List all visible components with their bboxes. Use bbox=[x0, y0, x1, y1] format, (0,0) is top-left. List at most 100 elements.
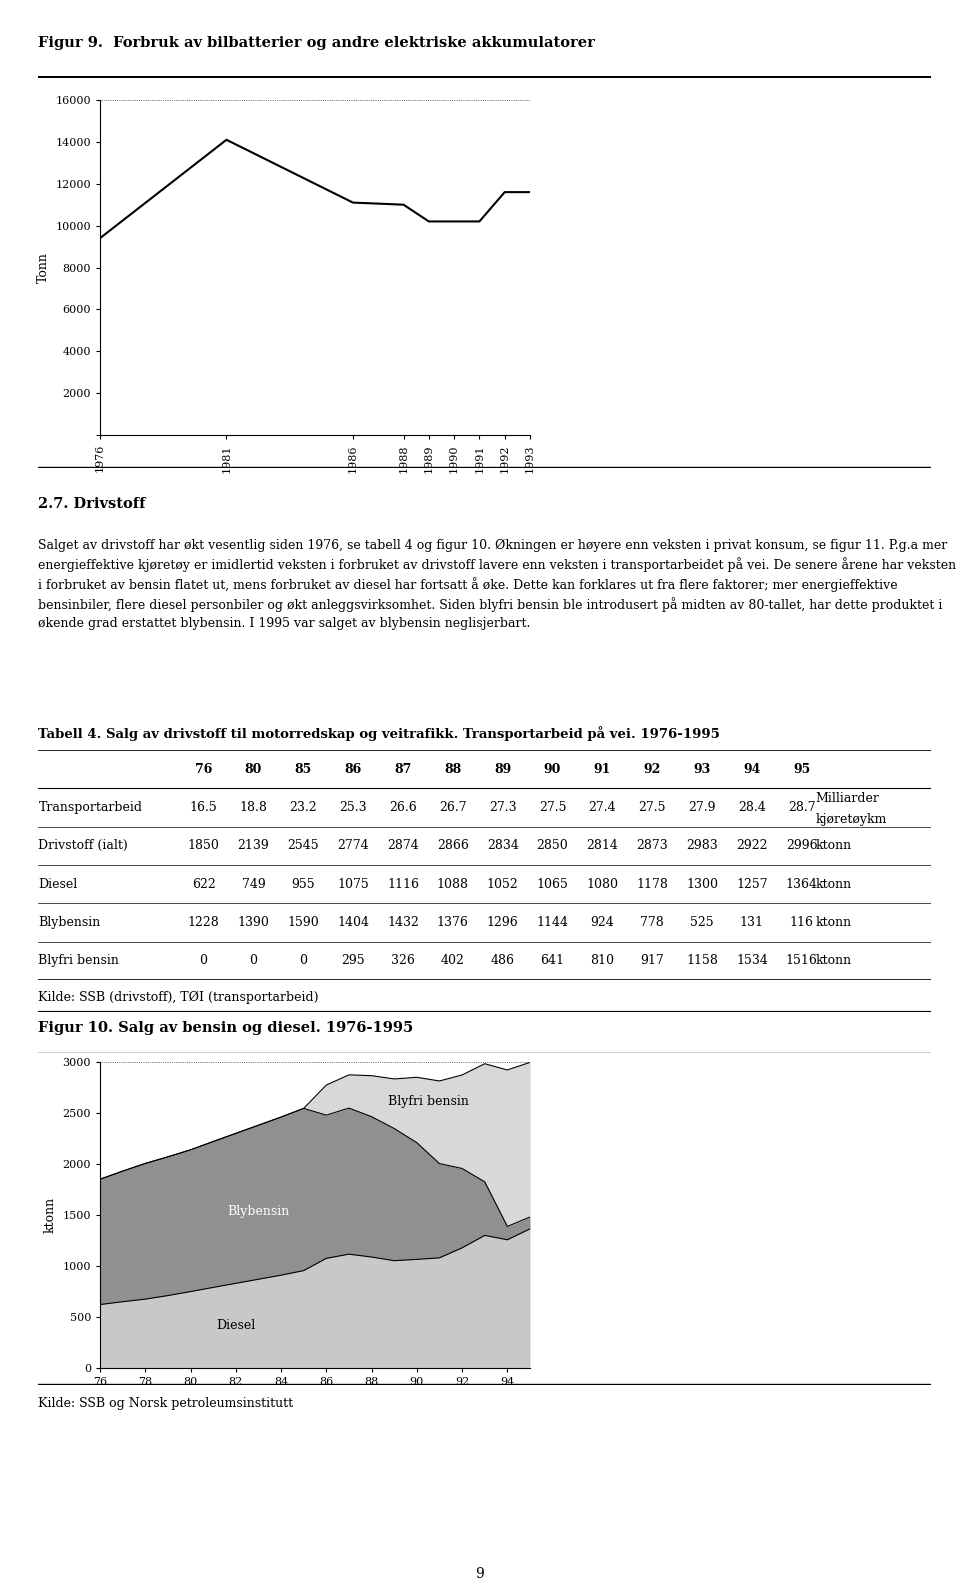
Text: 1228: 1228 bbox=[188, 917, 220, 929]
Text: 641: 641 bbox=[540, 955, 564, 967]
Text: 27.5: 27.5 bbox=[539, 801, 566, 814]
Text: Kilde: SSB og Norsk petroleumsinstitutt: Kilde: SSB og Norsk petroleumsinstitutt bbox=[38, 1398, 294, 1410]
Text: 810: 810 bbox=[590, 955, 614, 967]
Text: 1178: 1178 bbox=[636, 877, 668, 891]
Text: 778: 778 bbox=[640, 917, 664, 929]
Text: 0: 0 bbox=[250, 955, 257, 967]
Text: Figur 10. Salg av bensin og diesel. 1976-1995: Figur 10. Salg av bensin og diesel. 1976… bbox=[38, 1021, 414, 1035]
Text: 1052: 1052 bbox=[487, 877, 518, 891]
Text: 295: 295 bbox=[342, 955, 365, 967]
Text: Diesel: Diesel bbox=[216, 1319, 255, 1333]
Text: 0: 0 bbox=[200, 955, 207, 967]
Text: Diesel: Diesel bbox=[38, 877, 78, 891]
Text: 2545: 2545 bbox=[287, 839, 319, 852]
Text: 924: 924 bbox=[590, 917, 614, 929]
Text: 2996: 2996 bbox=[786, 839, 818, 852]
Text: 2834: 2834 bbox=[487, 839, 518, 852]
Text: 0: 0 bbox=[300, 955, 307, 967]
Text: 917: 917 bbox=[640, 955, 664, 967]
Text: 76: 76 bbox=[195, 763, 212, 776]
Text: 1300: 1300 bbox=[686, 877, 718, 891]
Text: 26.6: 26.6 bbox=[389, 801, 417, 814]
Text: 2850: 2850 bbox=[537, 839, 568, 852]
Text: Transportarbeid: Transportarbeid bbox=[38, 801, 142, 814]
Text: 26.7: 26.7 bbox=[439, 801, 467, 814]
Text: Figur 9.  Forbruk av bilbatterier og andre elektriske akkumulatorer: Figur 9. Forbruk av bilbatterier og andr… bbox=[38, 36, 595, 51]
Text: Blybensin: Blybensin bbox=[228, 1205, 290, 1217]
Text: 525: 525 bbox=[690, 917, 714, 929]
Text: 2866: 2866 bbox=[437, 839, 468, 852]
Text: 27.5: 27.5 bbox=[638, 801, 666, 814]
Text: 16.5: 16.5 bbox=[190, 801, 218, 814]
Text: 326: 326 bbox=[391, 955, 415, 967]
Text: 92: 92 bbox=[643, 763, 660, 776]
Text: Salget av drivstoff har økt vesentlig siden 1976, se tabell 4 og figur 10. Øknin: Salget av drivstoff har økt vesentlig si… bbox=[38, 538, 956, 630]
Text: 1088: 1088 bbox=[437, 877, 468, 891]
Text: 27.3: 27.3 bbox=[489, 801, 516, 814]
Text: 1432: 1432 bbox=[387, 917, 419, 929]
Text: 1065: 1065 bbox=[537, 877, 568, 891]
Text: 1534: 1534 bbox=[736, 955, 768, 967]
Text: 622: 622 bbox=[192, 877, 215, 891]
Text: 90: 90 bbox=[543, 763, 562, 776]
Text: 1116: 1116 bbox=[387, 877, 419, 891]
Text: Drivstoff (ialt): Drivstoff (ialt) bbox=[38, 839, 128, 852]
Text: 2774: 2774 bbox=[337, 839, 369, 852]
Text: 2874: 2874 bbox=[387, 839, 419, 852]
Text: 80: 80 bbox=[245, 763, 262, 776]
Text: Tabell 4. Salg av drivstoff til motorredskap og veitrafikk. Transportarbeid på v: Tabell 4. Salg av drivstoff til motorred… bbox=[38, 727, 720, 741]
Text: ktonn: ktonn bbox=[815, 917, 852, 929]
Text: 85: 85 bbox=[295, 763, 312, 776]
Text: ktonn: ktonn bbox=[815, 839, 852, 852]
Text: 1364: 1364 bbox=[785, 877, 818, 891]
Text: 89: 89 bbox=[494, 763, 512, 776]
Text: 95: 95 bbox=[793, 763, 810, 776]
Text: 18.8: 18.8 bbox=[239, 801, 267, 814]
Text: 1144: 1144 bbox=[537, 917, 568, 929]
Text: Blyfri bensin: Blyfri bensin bbox=[388, 1095, 468, 1108]
Text: Blybensin: Blybensin bbox=[38, 917, 101, 929]
Text: 2873: 2873 bbox=[636, 839, 668, 852]
Text: 88: 88 bbox=[444, 763, 462, 776]
Text: 402: 402 bbox=[441, 955, 465, 967]
Text: 1850: 1850 bbox=[187, 839, 220, 852]
Text: 1390: 1390 bbox=[237, 917, 270, 929]
Text: 28.4: 28.4 bbox=[738, 801, 766, 814]
Text: 2922: 2922 bbox=[736, 839, 768, 852]
Text: Kilde: SSB (drivstoff), TØI (transportarbeid): Kilde: SSB (drivstoff), TØI (transportar… bbox=[38, 991, 319, 1004]
Text: 91: 91 bbox=[593, 763, 611, 776]
Text: Milliarder: Milliarder bbox=[815, 792, 879, 804]
Text: ktonn: ktonn bbox=[815, 955, 852, 967]
Text: 28.7: 28.7 bbox=[788, 801, 816, 814]
Text: 2139: 2139 bbox=[237, 839, 270, 852]
Text: 1376: 1376 bbox=[437, 917, 468, 929]
Y-axis label: ktonn: ktonn bbox=[44, 1197, 57, 1233]
Text: Blyfri bensin: Blyfri bensin bbox=[38, 955, 119, 967]
Text: 1590: 1590 bbox=[287, 917, 319, 929]
Text: 1296: 1296 bbox=[487, 917, 518, 929]
Text: 1404: 1404 bbox=[337, 917, 369, 929]
Text: 116: 116 bbox=[790, 917, 814, 929]
Text: ktonn: ktonn bbox=[815, 877, 852, 891]
Text: 87: 87 bbox=[395, 763, 412, 776]
Text: 955: 955 bbox=[292, 877, 315, 891]
Text: 27.9: 27.9 bbox=[688, 801, 716, 814]
Text: 2.7. Drivstoff: 2.7. Drivstoff bbox=[38, 497, 146, 511]
Text: 23.2: 23.2 bbox=[290, 801, 317, 814]
Text: 1158: 1158 bbox=[686, 955, 718, 967]
Text: 486: 486 bbox=[491, 955, 515, 967]
Text: 2814: 2814 bbox=[587, 839, 618, 852]
Text: 2983: 2983 bbox=[686, 839, 718, 852]
Text: 1075: 1075 bbox=[337, 877, 369, 891]
Text: 94: 94 bbox=[743, 763, 760, 776]
Text: 1080: 1080 bbox=[587, 877, 618, 891]
Text: 1516: 1516 bbox=[786, 955, 818, 967]
Text: 131: 131 bbox=[740, 917, 764, 929]
Text: 93: 93 bbox=[693, 763, 710, 776]
Y-axis label: Tonn: Tonn bbox=[36, 252, 50, 283]
Text: 1257: 1257 bbox=[736, 877, 768, 891]
Text: 27.4: 27.4 bbox=[588, 801, 616, 814]
Text: 749: 749 bbox=[242, 877, 265, 891]
Text: 86: 86 bbox=[345, 763, 362, 776]
Text: 9: 9 bbox=[475, 1567, 485, 1581]
